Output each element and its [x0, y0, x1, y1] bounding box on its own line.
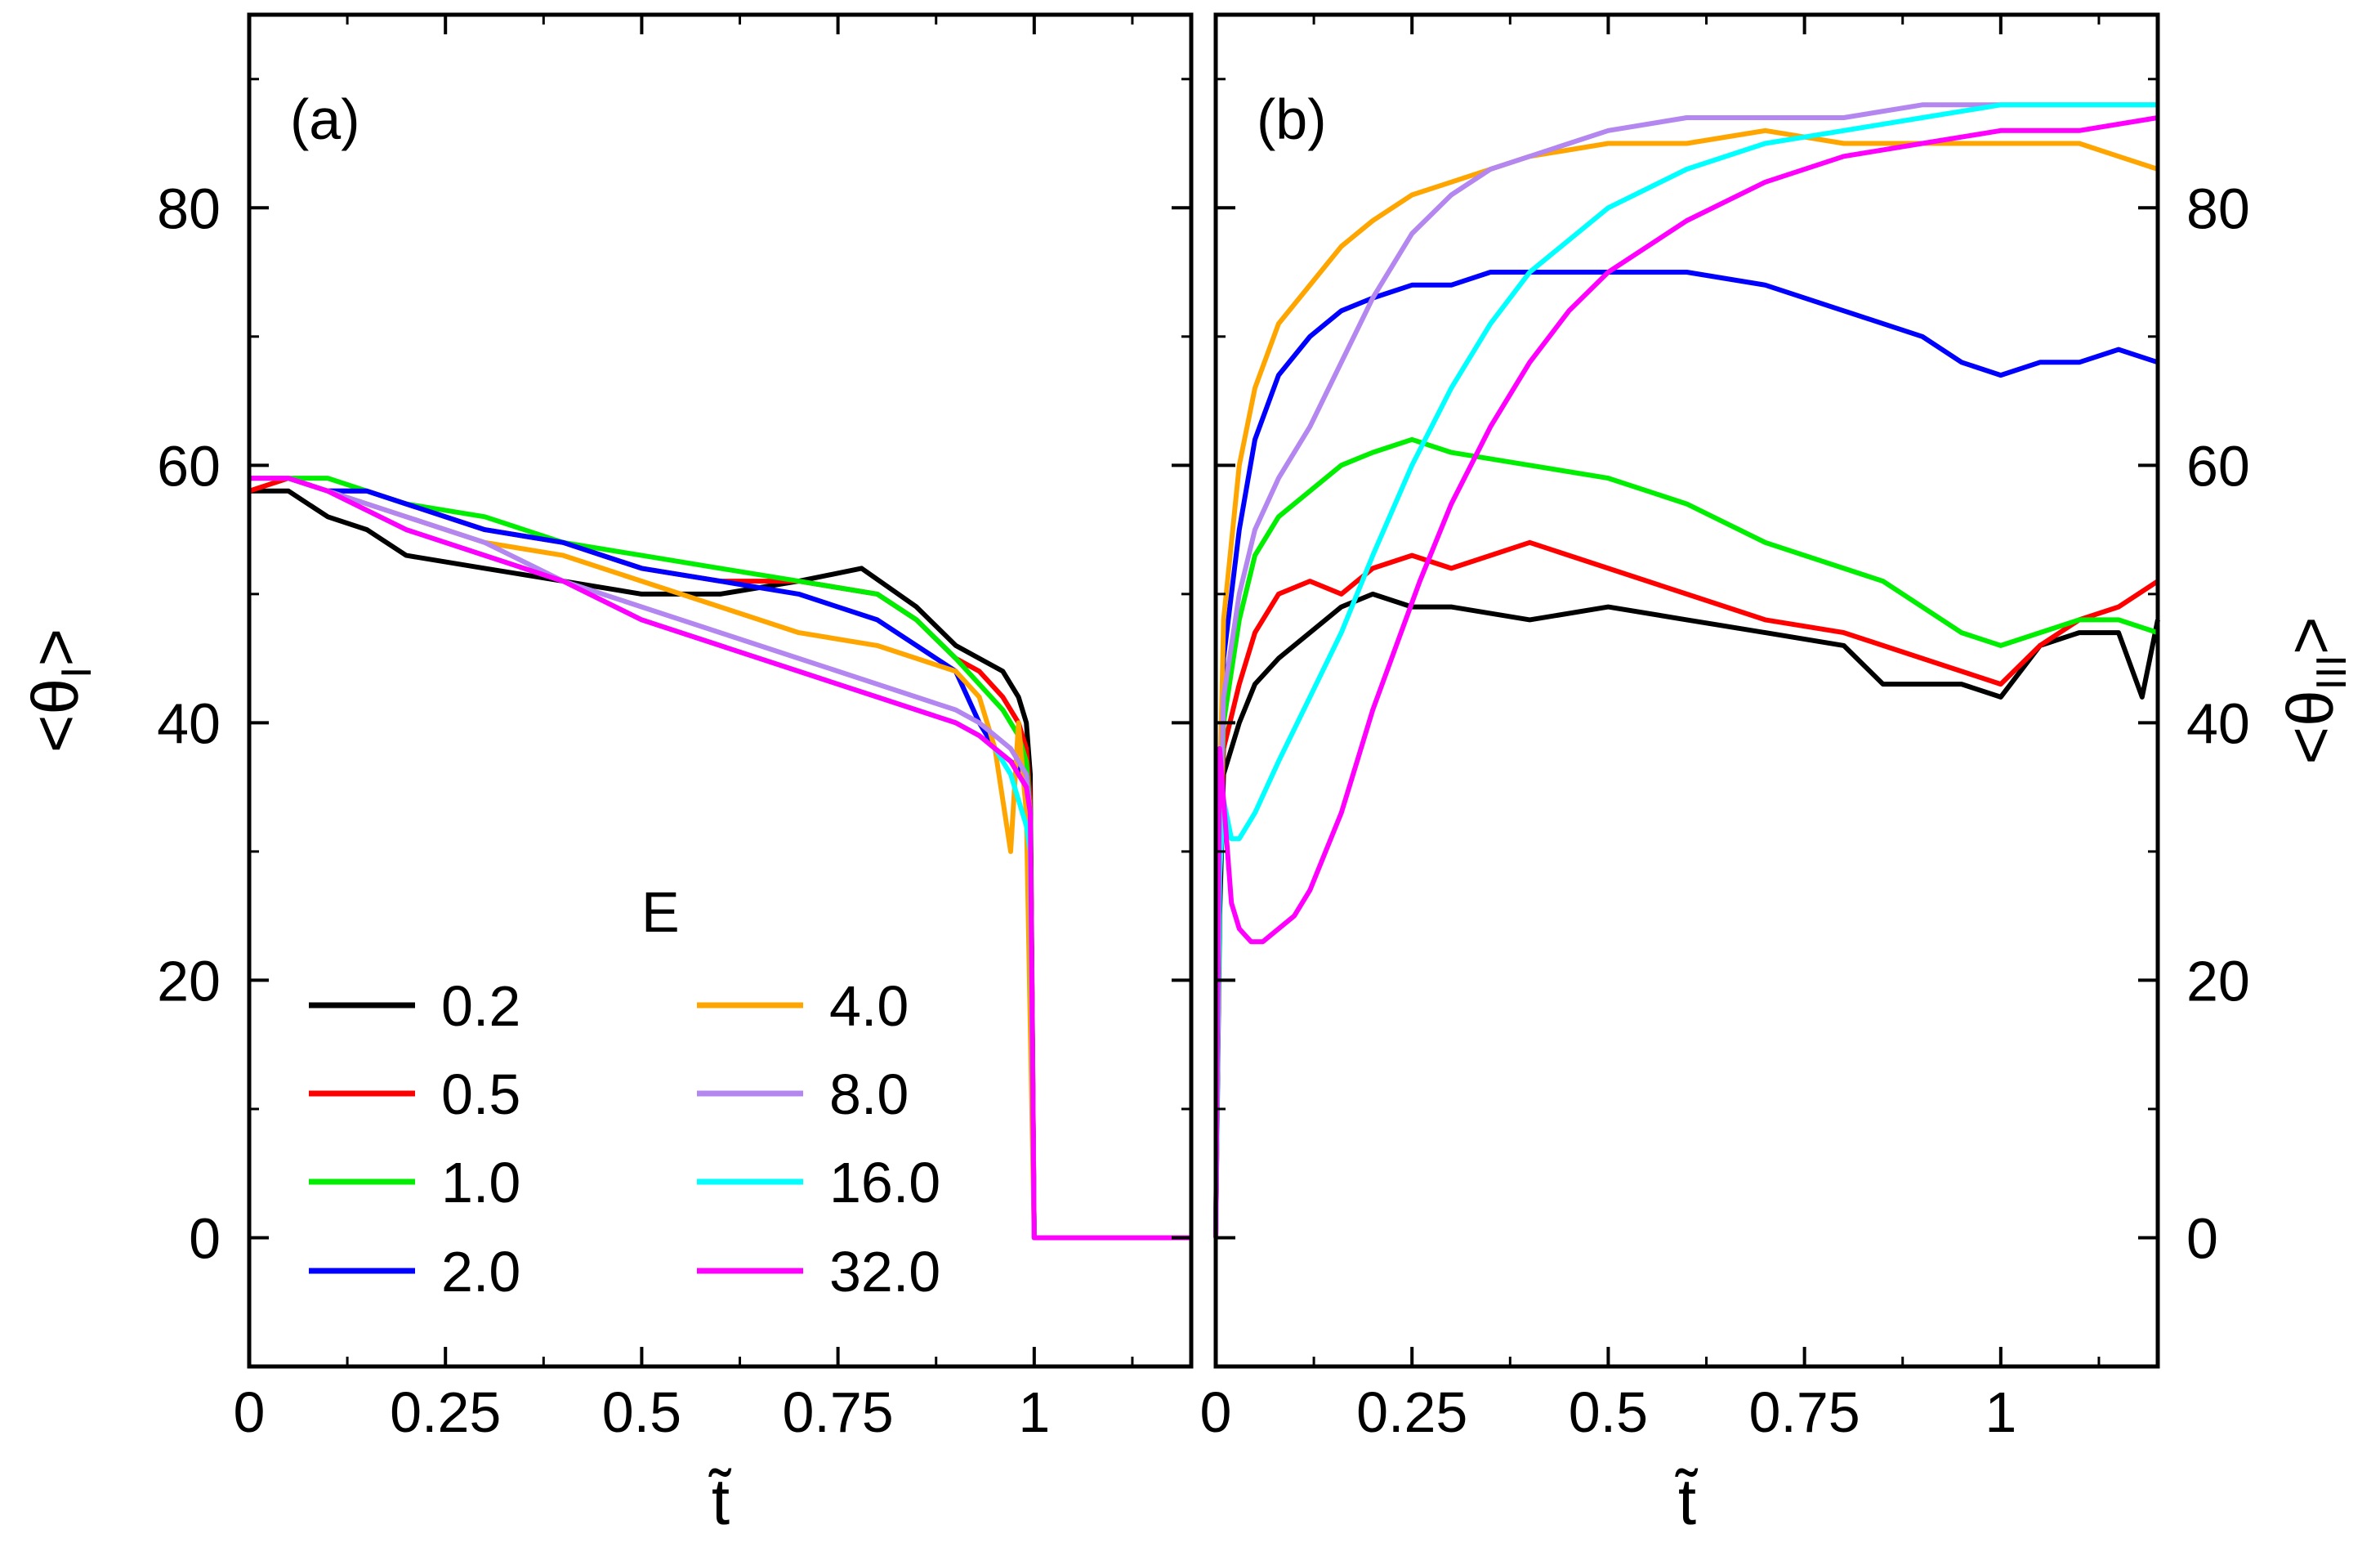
series-layer-b — [1213, 102, 2160, 1238]
legend-items: 0.2 0.5 1.0 2.0 4.0 8.0 16.0 32.0 — [309, 974, 940, 1304]
y-tick-label-a: 20 — [157, 949, 221, 1013]
series-line-b-32.0 — [1213, 115, 2159, 1238]
y-axis-title-a: <θI> — [19, 628, 100, 753]
y-axis-title-b-main: <θ — [2274, 690, 2347, 764]
x-tick-label-b: 0.75 — [1749, 1380, 1860, 1444]
x-tick-label-b: 0.25 — [1356, 1380, 1467, 1444]
y-tick-label-a: 60 — [157, 434, 221, 498]
legend-item-1.0: 1.0 — [309, 1151, 520, 1214]
y-tick-label-b: 40 — [2186, 691, 2250, 755]
x-tick-label-a: 0.5 — [602, 1380, 681, 1444]
legend-item-0.5: 0.5 — [309, 1062, 520, 1126]
series-line-b-16.0 — [1213, 102, 2158, 1238]
y-axis-title-b-sub: III — [2308, 655, 2355, 690]
plot-frame-b — [1213, 12, 2160, 1369]
plot-frame-a — [247, 12, 1194, 1369]
legend-title: E — [641, 880, 680, 944]
series-line-b-0.5 — [1213, 539, 2159, 1238]
x-tick-label-b: 1 — [1985, 1380, 2016, 1444]
y-tick-label-b: 80 — [2186, 177, 2250, 240]
legend-label: 4.0 — [829, 974, 909, 1038]
panel-label-b: (b) — [1257, 87, 1327, 151]
x-tick-label-b: 0 — [1200, 1380, 1232, 1444]
legend: E 0.2 0.5 1.0 2.0 4.0 8.0 16.0 32.0 — [309, 880, 940, 1304]
legend-label: 32.0 — [829, 1240, 940, 1304]
legend-item-32.0: 32.0 — [697, 1240, 940, 1304]
x-axis-title-a: t̃ — [708, 1465, 732, 1538]
series-line-a-8.0 — [249, 476, 1191, 1241]
x-tick-label-a: 1 — [1018, 1380, 1050, 1444]
panel-a: 0 0.25 0.5 0.75 1 0 20 40 60 80 (a) <θI> t̃ — [19, 12, 1194, 1538]
legend-item-2.0: 2.0 — [309, 1240, 520, 1304]
y-tick-label-a: 80 — [157, 177, 221, 240]
legend-label: 0.2 — [441, 974, 520, 1038]
legend-label: 0.5 — [441, 1062, 520, 1126]
legend-label: 2.0 — [441, 1240, 520, 1304]
x-tick-label-a: 0 — [234, 1380, 266, 1444]
x-tick-label-a: 0.75 — [783, 1380, 894, 1444]
legend-label: 8.0 — [829, 1062, 909, 1126]
y-axis-title-a-sub: I — [53, 667, 100, 678]
y-axis-title-a-main: <θ — [19, 678, 92, 753]
panel-label-a: (a) — [290, 87, 360, 151]
series-line-b-4.0 — [1213, 127, 2159, 1238]
legend-item-4.0: 4.0 — [697, 974, 909, 1038]
series-line-b-8.0 — [1213, 102, 2158, 1238]
y-axis-title-b-end: > — [2274, 616, 2347, 655]
legend-item-8.0: 8.0 — [697, 1062, 909, 1126]
x-tick-label-a: 0.25 — [390, 1380, 501, 1444]
series-layer-a — [248, 476, 1191, 1241]
panel-b: 0 0.25 0.5 0.75 1 0 20 40 60 80 (b) <θIII> t̃ — [1200, 12, 2355, 1538]
series-line-a-0.2 — [249, 488, 1191, 1241]
y-tick-label-a: 0 — [189, 1206, 221, 1270]
y-tick-label-b: 20 — [2186, 949, 2250, 1013]
y-tick-label-b: 60 — [2186, 434, 2250, 498]
x-axis-title-b: t̃ — [1675, 1465, 1699, 1538]
legend-item-0.2: 0.2 — [309, 974, 520, 1038]
y-axis-title-b: <θIII> — [2274, 616, 2355, 764]
legend-label: 1.0 — [441, 1151, 520, 1214]
series-line-a-32.0 — [249, 476, 1191, 1241]
y-axis-title-a-end: > — [19, 628, 92, 667]
series-line-b-2.0 — [1213, 270, 2159, 1238]
y-tick-label-a: 40 — [157, 691, 221, 755]
series-line-b-0.2 — [1213, 591, 2160, 1238]
y-tick-label-b: 0 — [2186, 1206, 2218, 1270]
x-tick-label-b: 0.5 — [1569, 1380, 1648, 1444]
legend-label: 16.0 — [829, 1151, 940, 1214]
legend-item-16.0: 16.0 — [697, 1151, 940, 1214]
series-line-b-1.0 — [1213, 436, 2159, 1238]
ticks-layer-a: 0 0.25 0.5 0.75 1 0 20 40 60 80 — [157, 15, 1191, 1444]
ticks-layer-b: 0 0.25 0.5 0.75 1 0 20 40 60 80 — [1200, 15, 2250, 1444]
